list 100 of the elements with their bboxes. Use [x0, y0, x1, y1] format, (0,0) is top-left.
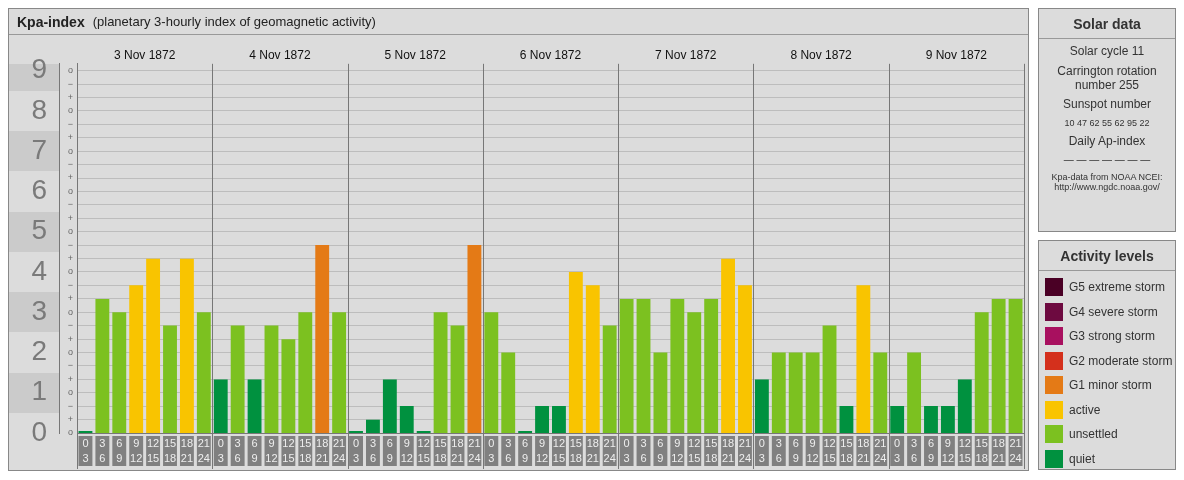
- bar: [467, 244, 482, 433]
- x-tick-label: 12 15: [552, 436, 566, 464]
- category-label: o: [67, 185, 73, 196]
- x-tick-label: 3 6: [369, 436, 376, 464]
- category-label: +: [67, 91, 73, 102]
- x-tick-label: 21 24: [1009, 436, 1022, 464]
- x-tick-label: 3 6: [99, 436, 106, 464]
- category-label: −: [67, 279, 73, 290]
- category-label: −: [67, 320, 73, 331]
- legend-label: G1 minor storm: [1069, 378, 1152, 393]
- x-tick-label: 18 21: [316, 436, 329, 464]
- text: 10 47 62 55 62 95 22: [1063, 118, 1151, 129]
- chart-subtitle: (planetary 3-hourly index of geomagnetic activity): [92, 14, 376, 29]
- legend-label: G2 moderate storm: [1069, 353, 1173, 368]
- x-tick-label: 0 3: [82, 436, 89, 464]
- x-tick-label: 0 3: [488, 436, 495, 464]
- bar: [433, 312, 448, 433]
- category-label: o: [67, 346, 73, 357]
- x-tick-label: 0 3: [352, 436, 360, 464]
- category-label: o: [67, 65, 73, 76]
- bar: [704, 298, 719, 433]
- x-tick-label: 18 21: [721, 436, 735, 464]
- bar: [196, 312, 211, 433]
- category-label: o: [67, 226, 73, 237]
- legend-title: Activity levels: [1039, 241, 1175, 271]
- x-tick-label: 15 18: [840, 436, 853, 464]
- x-tick-label: 0 3: [217, 436, 224, 464]
- bar: [788, 352, 803, 433]
- bar: [839, 406, 854, 433]
- x-tick-label: 6 9: [522, 436, 529, 464]
- legend-label: G4 severe storm: [1069, 304, 1158, 319]
- bar: [940, 406, 955, 433]
- bar: [264, 325, 279, 433]
- category-label: −: [67, 159, 73, 170]
- y-tick-label: 9: [31, 53, 47, 85]
- x-tick-label: 3 6: [505, 436, 512, 464]
- bar: [315, 244, 330, 433]
- category-label: +: [67, 373, 73, 384]
- x-tick-label: 9 12: [941, 436, 955, 464]
- x-tick-label: 9 12: [130, 436, 143, 464]
- category-label: o: [67, 145, 73, 156]
- bar: [247, 379, 262, 433]
- bar: [1008, 298, 1023, 433]
- category-label: +: [67, 414, 73, 425]
- x-tick-label: 12 15: [823, 436, 836, 464]
- bar: [653, 352, 668, 433]
- y-tick-label: 4: [31, 254, 47, 286]
- x-tick-label: 0 3: [758, 436, 765, 464]
- bar: [382, 379, 397, 433]
- x-tick-label: 15 18: [163, 436, 177, 464]
- bar: [957, 379, 972, 433]
- x-tick-label: 3 6: [234, 436, 241, 464]
- text: Kpa-data from NOAA NCEI: http://www.ngdc.noaa.gov/: [1050, 171, 1164, 193]
- category-label: o: [67, 266, 73, 277]
- bar: [163, 325, 177, 433]
- bar: [907, 352, 922, 433]
- bar: [602, 325, 617, 433]
- x-tick-label: 6 9: [792, 436, 799, 464]
- bar: [670, 298, 685, 433]
- x-tick-label: 9 12: [400, 436, 413, 464]
- chart-title: Kpa-index: [17, 13, 85, 30]
- category-label: +: [67, 333, 73, 344]
- x-tick-label: 9 12: [535, 436, 549, 464]
- x-tick-label: 21 24: [738, 436, 752, 464]
- x-tick-label: 15 18: [569, 436, 582, 464]
- x-tick-label: 18 21: [586, 436, 599, 464]
- x-tick-label: 12 15: [282, 436, 295, 464]
- text: Solar cycle 11: [1068, 44, 1146, 59]
- legend-label: unsettled: [1069, 427, 1118, 442]
- bar: [129, 285, 144, 433]
- category-label: +: [67, 253, 73, 264]
- x-tick-label: 6 9: [657, 436, 664, 464]
- legend-label: active: [1069, 402, 1101, 417]
- category-label: +: [67, 172, 73, 183]
- bar: [974, 312, 989, 433]
- bar: [890, 406, 905, 433]
- x-tick-label: 21 24: [468, 436, 481, 464]
- text: 9 Nov 1872: [925, 48, 988, 63]
- x-tick-label: 12 15: [688, 436, 701, 464]
- category-label: +: [67, 132, 73, 143]
- y-tick-label: 3: [31, 294, 47, 326]
- legend-label: G3 strong storm: [1069, 329, 1156, 344]
- bar: [146, 258, 161, 433]
- text: Carrington rotation number 255: [1056, 63, 1158, 93]
- y-tick-label: 7: [31, 133, 47, 165]
- bar: [112, 312, 127, 433]
- legend-label: quiet: [1069, 451, 1096, 466]
- bar: [619, 298, 634, 433]
- x-tick-label: 15 18: [705, 436, 718, 464]
- y-tick-label: 8: [31, 93, 47, 125]
- x-tick-label: 21 24: [874, 436, 887, 464]
- bar: [991, 298, 1006, 433]
- text: 4 Nov 1872: [249, 48, 311, 63]
- bar: [332, 312, 347, 433]
- bar: [738, 285, 752, 433]
- text: Sunspot number: [1061, 97, 1153, 113]
- bar: [585, 285, 600, 433]
- x-tick-label: 9 12: [671, 436, 684, 464]
- bar: [95, 298, 110, 433]
- x-tick-label: 21 24: [332, 436, 346, 464]
